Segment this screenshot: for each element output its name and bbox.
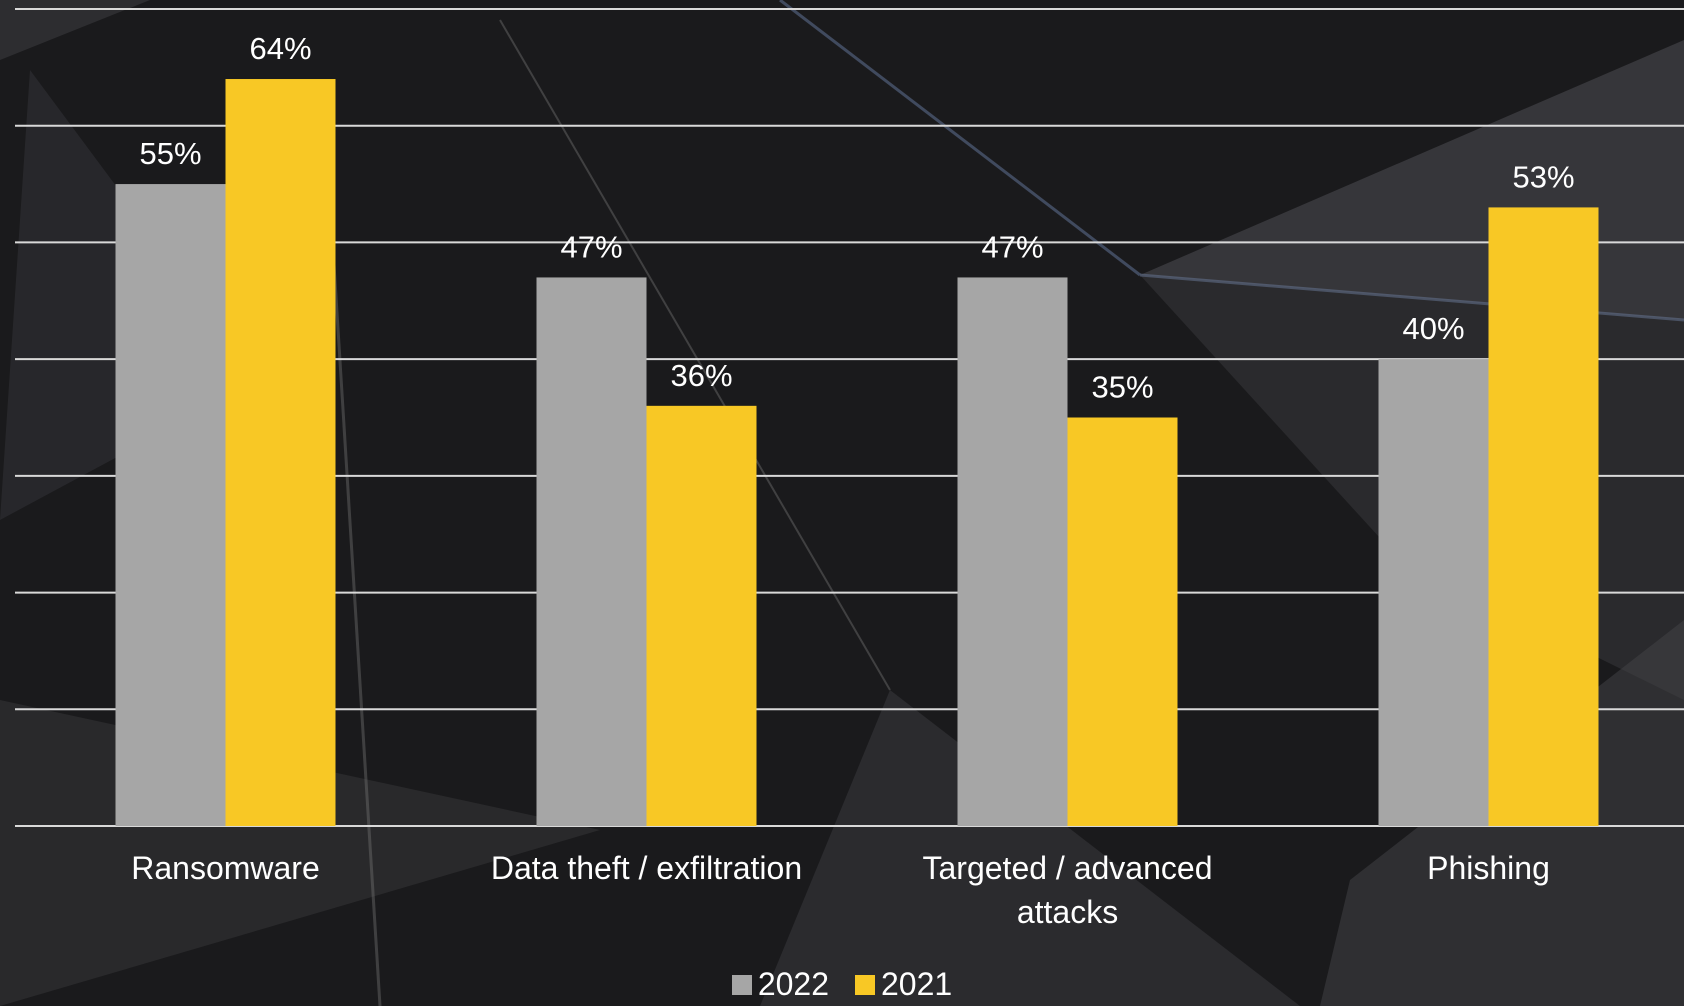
value-label: 36% xyxy=(670,358,732,393)
background-shape xyxy=(0,0,150,60)
legend-swatch xyxy=(731,974,752,995)
bar xyxy=(646,405,757,826)
value-label: 47% xyxy=(981,229,1043,264)
value-label: 53% xyxy=(1512,159,1574,194)
bar xyxy=(1067,417,1178,826)
value-label: 64% xyxy=(249,31,311,66)
legend-swatch xyxy=(855,974,875,995)
bar xyxy=(1378,359,1489,826)
legend-label: 2021 xyxy=(881,966,953,1002)
value-label: 47% xyxy=(560,229,622,264)
bar xyxy=(115,184,226,827)
legend-item: 2021 xyxy=(855,966,952,1003)
bar xyxy=(957,277,1068,826)
bar xyxy=(1488,207,1599,826)
value-label: 40% xyxy=(1402,311,1464,346)
legend-label: 2022 xyxy=(757,966,829,1002)
x-tick-label: Ransomware xyxy=(131,850,320,886)
background-shape xyxy=(760,690,1300,1006)
bar xyxy=(225,79,336,827)
background-line xyxy=(499,19,891,691)
legend-item: 2022 xyxy=(731,966,829,1003)
x-tick-label: Phishing xyxy=(1427,850,1550,886)
background-line xyxy=(779,0,1141,277)
background-shape xyxy=(1140,40,1684,320)
x-tick-label: Targeted / advanced attacks xyxy=(922,850,1213,930)
bar xyxy=(536,277,647,826)
value-label: 35% xyxy=(1091,370,1153,405)
legend: 2022 2021 xyxy=(0,966,1684,1003)
x-tick-label: Data theft / exfiltration xyxy=(490,850,803,886)
background-line xyxy=(328,199,382,1006)
value-label: 55% xyxy=(139,136,201,171)
